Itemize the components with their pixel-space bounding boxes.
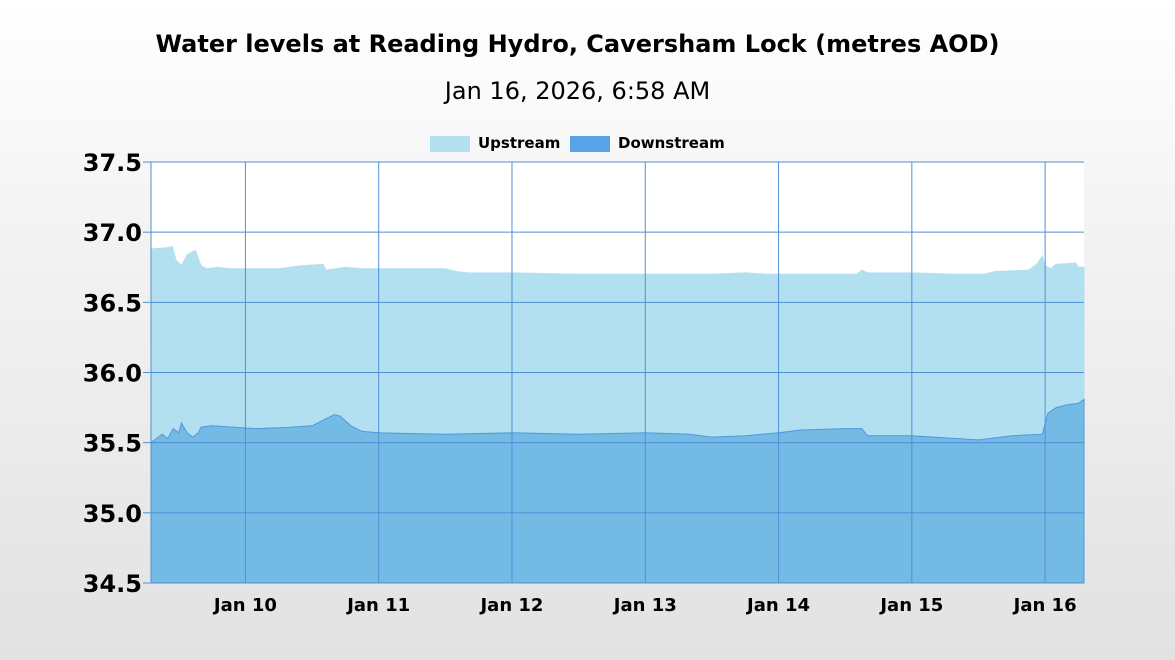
x-tick-label: Jan 13 bbox=[612, 595, 677, 616]
x-tick-label: Jan 11 bbox=[345, 595, 410, 616]
x-axis-ticks: Jan 10 Jan 11 Jan 12 Jan 13 Jan 14 Jan 15 Jan … bbox=[212, 595, 1077, 616]
y-tick-label: 37.5 bbox=[83, 149, 142, 177]
x-tick-label: Jan 14 bbox=[745, 595, 810, 616]
y-tick-label: 36.5 bbox=[83, 289, 142, 317]
y-tick-label: 35.0 bbox=[83, 500, 142, 528]
legend-label: Downstream bbox=[618, 134, 725, 152]
legend-item-downstream[interactable]: Downstream bbox=[570, 134, 725, 152]
y-tick-label: 36.0 bbox=[83, 360, 142, 388]
y-tick-label: 35.5 bbox=[83, 430, 142, 458]
series-area-downstream bbox=[150, 398, 1085, 584]
y-tick-label: 34.5 bbox=[83, 570, 142, 598]
legend-item-upstream[interactable]: Upstream bbox=[430, 134, 560, 152]
y-axis-ticks: 37.5 37.0 36.5 36.0 35.5 35.0 34.5 bbox=[83, 149, 151, 598]
x-tick-label: Jan 10 bbox=[212, 595, 277, 616]
x-tick-label: Jan 15 bbox=[878, 595, 943, 616]
legend: Upstream Downstream bbox=[430, 134, 725, 152]
legend-label: Upstream bbox=[478, 134, 560, 152]
chart-title: Water levels at Reading Hydro, Caversham… bbox=[155, 30, 1000, 58]
legend-swatch bbox=[430, 136, 470, 152]
x-tick-label: Jan 12 bbox=[478, 595, 543, 616]
series-areas bbox=[150, 245, 1085, 584]
x-tick-label: Jan 16 bbox=[1012, 595, 1077, 616]
chart-subtitle: Jan 16, 2026, 6:58 AM bbox=[444, 77, 711, 105]
y-tick-label: 37.0 bbox=[83, 219, 142, 247]
legend-swatch bbox=[570, 136, 610, 152]
